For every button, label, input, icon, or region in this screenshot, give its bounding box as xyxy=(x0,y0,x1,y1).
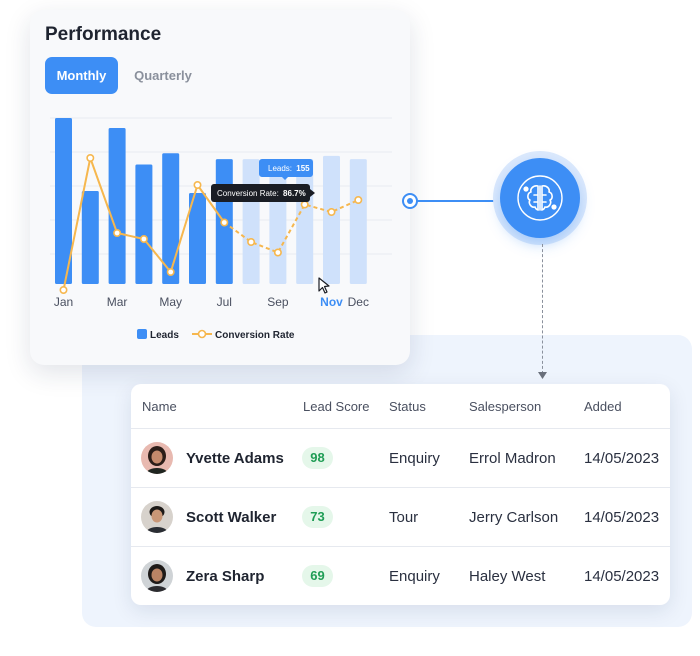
legend-conversion-label: Conversion Rate xyxy=(215,330,295,341)
bar-leads-oct[interactable] xyxy=(296,159,314,284)
bar-leads-mar[interactable] xyxy=(108,127,126,285)
conversion-point-mar[interactable] xyxy=(113,229,122,238)
column-header-status[interactable]: Status xyxy=(389,399,426,414)
conversion-point-sep[interactable] xyxy=(273,248,282,257)
leads-table: Name Lead Score Status Salesperson Added… xyxy=(131,384,670,605)
mouse-pointer-icon xyxy=(318,277,330,294)
conversion-point-oct[interactable] xyxy=(300,200,309,209)
conversion-point-jul[interactable] xyxy=(220,218,229,227)
bar-leads-apr[interactable] xyxy=(135,164,153,284)
table-row[interactable]: Scott Walker 73 Tour Jerry Carlson 14/05… xyxy=(131,488,670,547)
bar-leads-dec[interactable] xyxy=(349,159,367,284)
table-row[interactable]: Zera Sharp 69 Enquiry Haley West 14/05/2… xyxy=(131,547,670,605)
tooltip-leads-label: Leads: xyxy=(268,164,292,173)
column-header-lead-score[interactable]: Lead Score xyxy=(303,399,370,414)
bar-leads-may[interactable] xyxy=(162,153,180,284)
tab-monthly[interactable]: Monthly xyxy=(45,57,118,94)
x-tick-dec[interactable]: Dec xyxy=(348,295,369,309)
lead-salesperson: Jerry Carlson xyxy=(469,509,559,526)
lead-status: Enquiry xyxy=(389,568,440,585)
table-row[interactable]: Yvette Adams 98 Enquiry Errol Madron 14/… xyxy=(131,429,670,488)
conversion-point-jan[interactable] xyxy=(59,285,68,294)
lead-name: Scott Walker xyxy=(186,509,277,526)
x-tick-jul[interactable]: Jul xyxy=(217,295,232,309)
performance-chart: Jan Mar May Jul Sep Nov Dec Leads: 155 Convers… xyxy=(50,117,392,341)
x-tick-nov[interactable]: Nov xyxy=(320,295,343,309)
lead-added-date: 14/05/2023 xyxy=(584,568,660,585)
avatar xyxy=(141,560,173,592)
lead-status: Enquiry xyxy=(389,450,440,467)
svg-text:Leads: 155: Leads: 155 xyxy=(268,164,310,173)
connector-node xyxy=(402,193,418,209)
x-tick-mar[interactable]: Mar xyxy=(107,295,128,309)
avatar xyxy=(141,501,173,533)
lead-name: Zera Sharp xyxy=(186,568,265,585)
performance-card: Performance Monthly Quarterly Jan Mar May J… xyxy=(30,10,410,365)
x-tick-jan[interactable]: Jan xyxy=(54,295,73,309)
tooltip-leads: Leads: 155 xyxy=(259,159,313,180)
conversion-point-apr[interactable] xyxy=(139,235,148,244)
bar-leads-jan[interactable] xyxy=(55,118,72,284)
arrow-down-icon xyxy=(538,372,547,379)
lead-salesperson: Errol Madron xyxy=(469,450,556,467)
conversion-point-aug[interactable] xyxy=(247,238,256,247)
connector-line xyxy=(417,200,499,202)
lead-salesperson: Haley West xyxy=(469,568,546,585)
x-tick-sep[interactable]: Sep xyxy=(267,295,289,309)
bar-leads-aug[interactable] xyxy=(242,159,260,284)
bar-leads-jun[interactable] xyxy=(189,193,206,284)
svg-text:Conversion Rate: 86.7%: Conversion Rate: 86.7% xyxy=(217,189,306,198)
tooltip-conv-label: Conversion Rate: xyxy=(217,189,279,198)
legend-leads-label: Leads xyxy=(150,330,179,341)
legend-leads-swatch xyxy=(137,329,147,339)
column-header-added[interactable]: Added xyxy=(584,399,622,414)
dashed-connector xyxy=(542,244,543,374)
lead-score-badge: 73 xyxy=(302,506,333,528)
conversion-point-nov[interactable] xyxy=(327,208,336,217)
ai-node xyxy=(500,158,580,238)
table-header-divider xyxy=(131,428,670,429)
tooltip-conv-value: 86.7% xyxy=(283,189,306,198)
tooltip-conversion: Conversion Rate: 86.7% xyxy=(211,184,315,202)
tooltip-leads-value: 155 xyxy=(296,164,310,173)
lead-score-badge: 98 xyxy=(302,447,333,469)
bar-leads-feb[interactable] xyxy=(81,191,99,284)
brain-circuit-icon xyxy=(517,175,563,221)
card-title: Performance xyxy=(45,24,162,45)
column-header-name[interactable]: Name xyxy=(142,399,177,414)
conversion-point-dec[interactable] xyxy=(354,196,363,205)
conversion-point-may[interactable] xyxy=(166,267,175,276)
chart-legend: Leads Conversion Rate xyxy=(137,329,295,341)
lead-status: Tour xyxy=(389,509,419,526)
tab-quarterly[interactable]: Quarterly xyxy=(125,57,201,94)
lead-added-date: 14/05/2023 xyxy=(584,450,660,467)
conversion-rate-projection-line xyxy=(223,199,359,254)
lead-score-badge: 69 xyxy=(302,565,333,587)
lead-added-date: 14/05/2023 xyxy=(584,509,660,526)
column-header-salesperson[interactable]: Salesperson xyxy=(469,399,542,414)
x-tick-may[interactable]: May xyxy=(159,295,182,309)
conversion-point-feb[interactable] xyxy=(86,154,95,163)
conversion-point-jun[interactable] xyxy=(193,181,202,190)
avatar xyxy=(141,442,173,474)
lead-name: Yvette Adams xyxy=(186,450,284,467)
legend-conversion-marker xyxy=(197,329,207,339)
bar-leads-nov[interactable] xyxy=(323,155,340,284)
